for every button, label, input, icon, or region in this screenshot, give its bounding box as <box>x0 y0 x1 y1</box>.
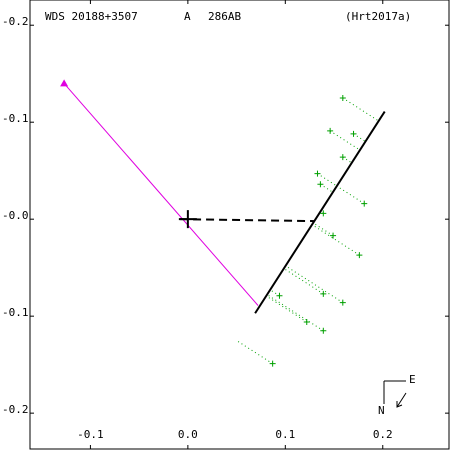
residual <box>265 295 308 323</box>
plot-frame <box>29 0 450 450</box>
residual <box>342 97 379 122</box>
x-tick-label: 0.2 <box>373 428 393 441</box>
x-tick-label: 0.0 <box>178 428 198 441</box>
measurement <box>339 154 346 161</box>
y-tick-label: -0.2 <box>2 15 29 28</box>
measurement <box>350 130 357 137</box>
compass-arrowhead <box>396 401 403 408</box>
measurement <box>314 170 321 177</box>
residual <box>237 340 273 365</box>
compass-n: N <box>378 404 385 417</box>
residual <box>312 222 334 237</box>
node-line <box>180 218 315 223</box>
measurement <box>276 292 283 299</box>
y-tick-label: -0.1 <box>2 306 29 319</box>
x-tick-label: 0.1 <box>275 428 295 441</box>
motion-start-marker <box>60 79 69 87</box>
y-tick-label: -0.0 <box>2 209 29 222</box>
header-wds: WDS 20188+3507 <box>45 10 138 23</box>
y-tick-label: -0.2 <box>2 403 29 416</box>
measurement <box>356 252 363 259</box>
compass-arrow <box>396 392 407 408</box>
compass-e: E <box>409 373 416 386</box>
measurement <box>339 299 346 306</box>
measurement <box>320 290 327 297</box>
measurement <box>361 200 368 207</box>
header-component: A <box>184 10 191 23</box>
residual <box>342 156 353 164</box>
measurement <box>269 360 276 367</box>
residual <box>311 224 360 256</box>
measurement <box>330 232 337 239</box>
y-tick-label: -0.1 <box>2 112 29 125</box>
primary-star <box>178 210 197 229</box>
residual <box>283 268 324 295</box>
residual <box>353 133 366 142</box>
measurement <box>339 94 346 101</box>
motion-line <box>63 83 259 306</box>
measurement <box>303 318 310 325</box>
residual <box>285 265 344 304</box>
measurement <box>320 210 327 217</box>
residual <box>269 289 280 297</box>
fit-line <box>254 110 386 314</box>
header-reference: (Hrt2017a) <box>345 10 411 23</box>
compass: N E <box>378 373 416 417</box>
measurement <box>317 181 324 188</box>
x-tick-label: -0.1 <box>77 428 104 441</box>
measurement <box>327 127 334 134</box>
residual <box>320 183 334 193</box>
residual <box>336 185 365 205</box>
measurement <box>320 327 327 334</box>
residual <box>266 294 324 332</box>
header-discoverer: 286AB <box>208 10 241 23</box>
